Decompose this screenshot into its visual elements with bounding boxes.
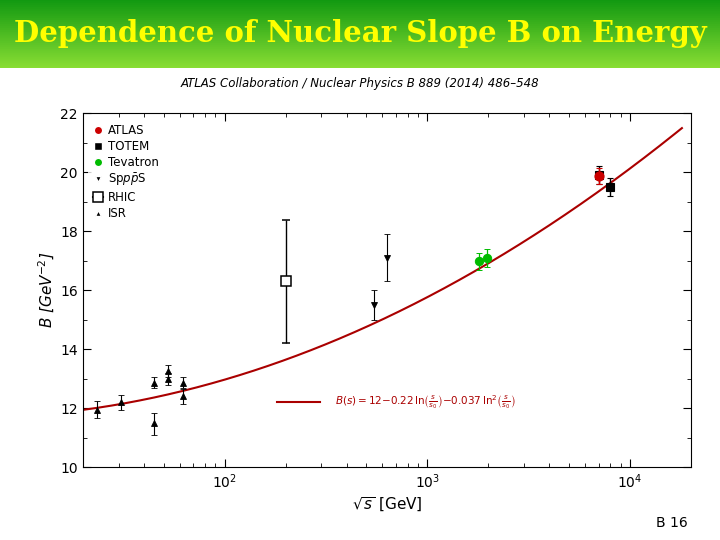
Bar (0, 10, 720, 11)
Bar (0, 53, 720, 54)
Bar (0, 46, 720, 47)
Bar (0, 16, 720, 17)
Bar (0, 49, 720, 50)
Bar (0, 36, 720, 37)
Bar (0, 3, 720, 4)
Bar (0, 11, 720, 12)
Bar (0, 50, 720, 51)
Bar (0, 28, 720, 29)
Bar (0, 26, 720, 27)
Bar (0, 32, 720, 33)
Text: ATLAS Collaboration / Nuclear Physics B 889 (2014) 486–548: ATLAS Collaboration / Nuclear Physics B … (181, 77, 539, 90)
Bar (0, 43, 720, 44)
Y-axis label: $B$ [GeV$^{-2}$]: $B$ [GeV$^{-2}$] (37, 252, 58, 328)
Bar (0, 56, 720, 57)
Bar (0, 65, 720, 66)
Bar (0, 13, 720, 14)
Bar (0, 63, 720, 64)
Bar (0, 27, 720, 28)
Bar (0, 48, 720, 49)
Text: B 16: B 16 (656, 516, 688, 530)
Bar (0, 42, 720, 43)
Bar (0, 62, 720, 63)
Bar (0, 0, 720, 1)
Bar (0, 30, 720, 31)
Bar (0, 39, 720, 40)
Bar (0, 18, 720, 19)
Bar (0, 41, 720, 42)
Bar (0, 52, 720, 53)
Bar (0, 38, 720, 39)
Bar (0, 55, 720, 56)
Bar (0, 37, 720, 38)
Text: $B(s){=}12{-}0.22\,\ln\!\left(\frac{s}{s_0}\right){-}0.037\,\ln^2\!\left(\frac{s: $B(s){=}12{-}0.22\,\ln\!\left(\frac{s}{s… (336, 393, 516, 410)
Bar (0, 45, 720, 46)
Text: Dependence of Nuclear Slope B on Energy: Dependence of Nuclear Slope B on Energy (14, 19, 706, 48)
Bar (0, 6, 720, 8)
Bar (0, 23, 720, 24)
Bar (0, 9, 720, 10)
Bar (0, 47, 720, 48)
Legend: ATLAS, TOTEM, Tevatron, Sp$p\bar{p}$S, RHIC, ISR: ATLAS, TOTEM, Tevatron, Sp$p\bar{p}$S, R… (88, 118, 164, 226)
Bar (0, 15, 720, 16)
Bar (0, 2, 720, 3)
Bar (0, 67, 720, 68)
Bar (0, 66, 720, 67)
Bar (0, 14, 720, 15)
Bar (0, 64, 720, 65)
Bar (0, 51, 720, 52)
Bar (0, 22, 720, 23)
Bar (0, 59, 720, 60)
Bar (0, 5, 720, 6)
Bar (0, 57, 720, 58)
Bar (0, 40, 720, 41)
Bar (0, 24, 720, 25)
Bar (0, 33, 720, 35)
Bar (0, 58, 720, 59)
Bar (0, 29, 720, 30)
Bar (0, 54, 720, 55)
Bar (0, 12, 720, 13)
Bar (0, 21, 720, 22)
Bar (0, 19, 720, 20)
Bar (0, 20, 720, 21)
Bar (0, 44, 720, 45)
Bar (0, 31, 720, 32)
X-axis label: $\sqrt{s}$ [GeV]: $\sqrt{s}$ [GeV] (351, 496, 423, 515)
Bar (0, 55, 720, 56)
Bar (0, 8, 720, 9)
Bar (0, 35, 720, 36)
Bar (0, 1, 720, 2)
Bar (0, 4, 720, 5)
Bar (0, 60, 720, 62)
